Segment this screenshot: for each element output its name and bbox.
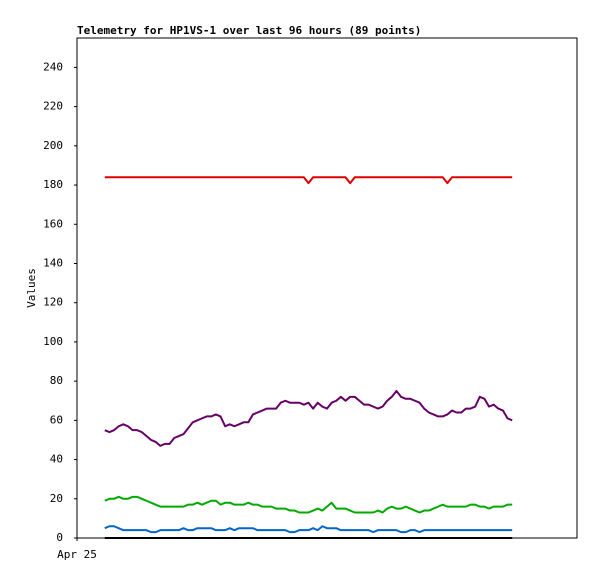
chart-title: Telemetry for HP1VS-1 over last 96 hours… (77, 24, 421, 37)
series-line (104, 389, 513, 447)
y-tick-label: 240 (43, 60, 63, 73)
y-tick-label: 160 (43, 217, 63, 230)
y-tick-label: 120 (43, 296, 63, 309)
series-line (104, 525, 513, 534)
y-tick-label: 0 (56, 531, 63, 544)
series-line (104, 176, 513, 185)
y-tick-label: 140 (43, 256, 63, 269)
x-tick-label: Apr 25 (57, 548, 97, 561)
y-axis-label: Values (25, 268, 38, 308)
y-tick-label: 60 (50, 413, 63, 426)
series-line (104, 495, 513, 514)
y-tick-label: 100 (43, 335, 63, 348)
y-tick-label: 200 (43, 139, 63, 152)
y-tick-label: 180 (43, 178, 63, 191)
y-tick-label: 220 (43, 100, 63, 113)
y-tick-label: 20 (50, 492, 63, 505)
y-tick-label: 80 (50, 374, 63, 387)
y-tick-label: 40 (50, 453, 63, 466)
